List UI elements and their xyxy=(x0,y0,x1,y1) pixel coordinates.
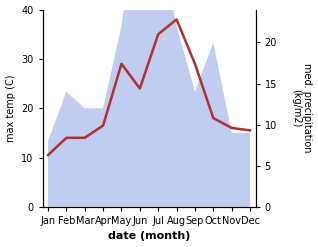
Y-axis label: max temp (C): max temp (C) xyxy=(5,74,16,142)
Y-axis label: med. precipitation
(kg/m2): med. precipitation (kg/m2) xyxy=(291,63,313,153)
X-axis label: date (month): date (month) xyxy=(108,231,190,242)
